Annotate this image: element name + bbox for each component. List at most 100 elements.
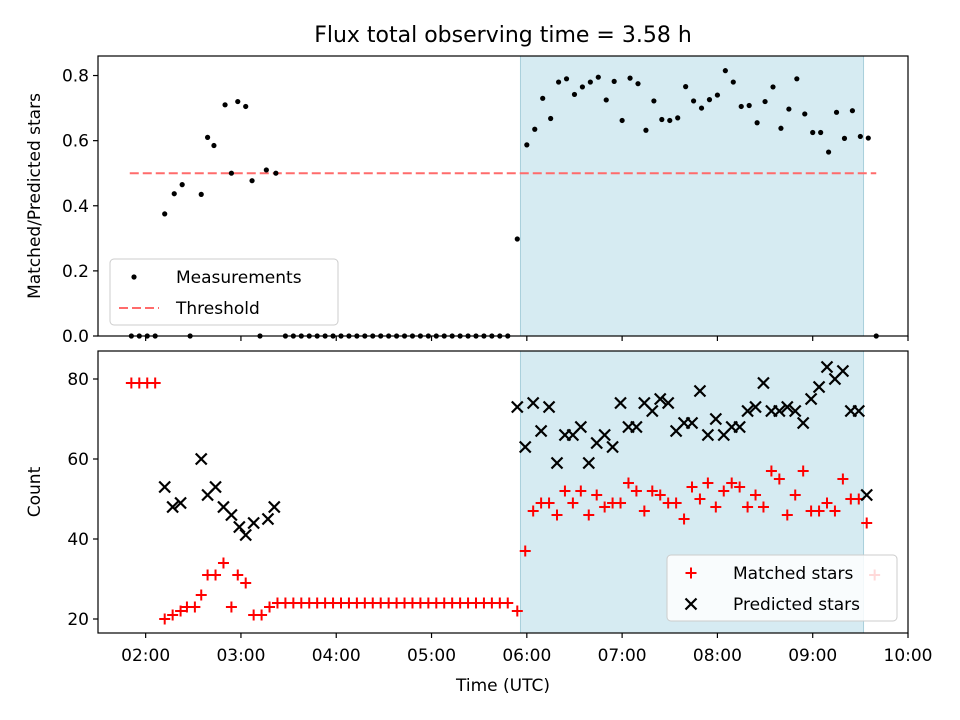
y-axis-label: Matched/Predicted stars (25, 93, 45, 299)
predicted-star-point (598, 428, 611, 442)
matched-star-point (821, 497, 833, 509)
matched-star-point (583, 509, 595, 521)
measurement-point (683, 84, 689, 90)
matched-star-point (630, 485, 642, 497)
matched-star-point (217, 557, 229, 569)
predicted-star-point (812, 380, 826, 394)
measurement-point (571, 91, 578, 98)
x-tick-label: 03:00 (216, 646, 265, 666)
measurement-point (273, 170, 279, 176)
measurement-point (841, 135, 848, 141)
matched-star-point (726, 477, 738, 489)
legend: Measurements Threshold (109, 258, 339, 326)
matched-star-point (781, 509, 793, 521)
axes-frame (97, 350, 909, 634)
matched-star-point (622, 477, 634, 489)
predicted-star-point (247, 516, 260, 530)
predicted-star-point (741, 404, 754, 418)
predicted-star-point (733, 420, 746, 434)
measurement-point (204, 134, 211, 140)
measurement-point (243, 103, 249, 110)
measurement-point (818, 129, 824, 136)
predicted-star-point (820, 360, 834, 374)
y-tick-label: 40 (67, 530, 89, 550)
matched-star-point (757, 501, 769, 513)
x-tick-label: 04:00 (312, 646, 361, 666)
predicted-star-point (646, 404, 659, 418)
predicted-star-point (653, 392, 667, 406)
chart-title: Flux total observing time = 3.58 h (314, 23, 692, 48)
legend-box (109, 258, 339, 326)
predicted-star-point (749, 400, 762, 414)
matched-star-point (646, 485, 658, 497)
predicted-star-point (773, 404, 786, 418)
series-matched-stars (125, 377, 881, 625)
predicted-star-point (542, 400, 556, 414)
predicted-star-point (518, 440, 532, 454)
x-tick-label: 10:00 (884, 646, 933, 666)
matched-star-point (195, 589, 207, 601)
matched-star-point (240, 577, 252, 589)
predicted-star-point (268, 500, 281, 514)
y-tick-label: 20 (67, 610, 89, 630)
measurement-point (540, 95, 546, 101)
matched-star-point (861, 517, 873, 529)
predicted-star-point (614, 396, 627, 410)
legend-marker-dot (131, 274, 137, 280)
predicted-star-point (534, 424, 548, 438)
measurement-point (730, 79, 736, 85)
matched-star-point (694, 493, 706, 505)
measurement-point (211, 142, 217, 149)
predicted-star-point (781, 400, 794, 414)
measurement-point (825, 149, 832, 155)
matched-star-point (599, 501, 611, 513)
matched-star-point (734, 481, 746, 493)
measurement-point (778, 125, 784, 131)
measurement-point (746, 102, 752, 109)
measurement-point (514, 236, 520, 242)
top-panel: 0.0 0.2 0.4 0.6 0.8 Matched/Predicted stars Me… (25, 55, 909, 347)
matched-star-point (797, 465, 809, 477)
x-axis-label: Time (UTC) (455, 676, 550, 696)
x-tick-label: 05:00 (407, 646, 456, 666)
measurement-point (754, 120, 760, 126)
predicted-star-point (511, 400, 524, 414)
measurement-point (563, 76, 570, 82)
measurement-point (857, 133, 863, 140)
measurement-point (532, 126, 538, 132)
matched-star-point (591, 489, 603, 501)
matched-star-point (189, 601, 201, 613)
matched-star-point (232, 569, 244, 581)
y-tick-label: 0.0 (62, 327, 89, 347)
matched-star-point (264, 601, 276, 613)
matched-star-point (225, 601, 237, 613)
legend-marker-x (684, 597, 698, 611)
y-tick-label: 60 (67, 450, 89, 470)
y-tick-label: 80 (67, 370, 89, 390)
predicted-star-point (860, 488, 873, 502)
matched-star-point (527, 505, 539, 517)
measurement-point (770, 84, 776, 90)
legend-marker-plus (685, 567, 697, 579)
measurement-point (228, 170, 235, 176)
measurement-point (651, 98, 657, 104)
measurement-point (659, 116, 665, 123)
matched-star-point (686, 481, 698, 493)
legend-label: Threshold (175, 299, 260, 319)
matched-star-point (654, 489, 666, 501)
matched-star-point (615, 497, 627, 509)
predicted-star-point (209, 480, 222, 494)
matched-star-point (638, 505, 650, 517)
matched-star-point (702, 477, 714, 489)
x-tick-label: 02:00 (121, 646, 170, 666)
matched-star-point (511, 605, 523, 617)
measurement-point (249, 178, 255, 184)
predicted-star-point (239, 528, 252, 542)
matched-star-point (670, 497, 682, 509)
matched-star-point (551, 509, 563, 521)
legend-label: Measurements (176, 268, 302, 288)
x-tick-label: 06:00 (502, 646, 551, 666)
measurement-point (595, 74, 601, 80)
measurement-point (722, 68, 728, 74)
predicted-star-point (836, 364, 850, 378)
